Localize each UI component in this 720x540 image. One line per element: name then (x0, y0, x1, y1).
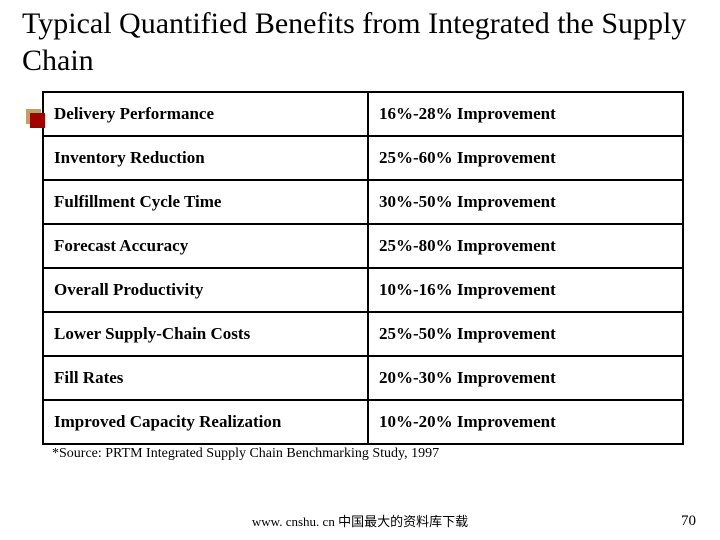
table-row: Fulfillment Cycle Time 30%-50% Improveme… (43, 180, 683, 224)
metric-cell: Delivery Performance (43, 92, 368, 136)
metric-cell: Overall Productivity (43, 268, 368, 312)
value-cell: 20%-30% Improvement (368, 356, 683, 400)
table-row: Improved Capacity Realization 10%-20% Im… (43, 400, 683, 444)
slide-title: Typical Quantified Benefits from Integra… (22, 6, 698, 79)
bullet-icon (26, 109, 46, 129)
metric-cell: Inventory Reduction (43, 136, 368, 180)
benefits-table: Delivery Performance 16%-28% Improvement… (42, 91, 684, 445)
metric-cell: Fill Rates (43, 356, 368, 400)
table-row: Overall Productivity 10%-16% Improvement (43, 268, 683, 312)
metric-cell: Lower Supply-Chain Costs (43, 312, 368, 356)
slide: Typical Quantified Benefits from Integra… (0, 0, 720, 540)
metric-cell: Improved Capacity Realization (43, 400, 368, 444)
value-cell: 10%-20% Improvement (368, 400, 683, 444)
table-row: Inventory Reduction 25%-60% Improvement (43, 136, 683, 180)
metric-cell: Fulfillment Cycle Time (43, 180, 368, 224)
table-row: Forecast Accuracy 25%-80% Improvement (43, 224, 683, 268)
value-cell: 10%-16% Improvement (368, 268, 683, 312)
page-number: 70 (681, 513, 696, 530)
table-row: Delivery Performance 16%-28% Improvement (43, 92, 683, 136)
source-note: *Source: PRTM Integrated Supply Chain Be… (52, 446, 698, 462)
footer-text: www. cnshu. cn 中国最大的资料库下载 (0, 511, 720, 530)
value-cell: 25%-60% Improvement (368, 136, 683, 180)
table-row: Lower Supply-Chain Costs 25%-50% Improve… (43, 312, 683, 356)
metric-cell: Forecast Accuracy (43, 224, 368, 268)
value-cell: 25%-80% Improvement (368, 224, 683, 268)
value-cell: 25%-50% Improvement (368, 312, 683, 356)
bullet-front-square (30, 113, 45, 128)
value-cell: 16%-28% Improvement (368, 92, 683, 136)
value-cell: 30%-50% Improvement (368, 180, 683, 224)
table-row: Fill Rates 20%-30% Improvement (43, 356, 683, 400)
